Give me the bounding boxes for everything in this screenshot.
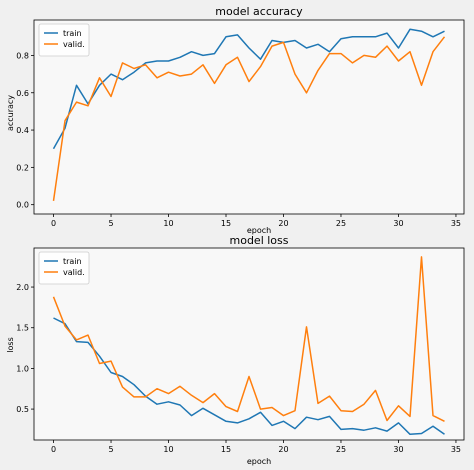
- accuracy-x-tick-label: 25: [336, 219, 346, 228]
- loss-y-tick-label: 2.0: [16, 283, 29, 292]
- loss-y-tick-label: 1.0: [16, 364, 29, 373]
- accuracy-valid-line: [52, 36, 446, 202]
- accuracy-x-tick-label: 20: [278, 219, 288, 228]
- loss-panel: model loss epoch loss 0 5 10 15 20 25 30 35 0.5 1…: [6, 234, 465, 466]
- accuracy-x-tick-label: 15: [221, 219, 231, 228]
- accuracy-y-tick-label: 0.0: [16, 201, 29, 210]
- accuracy-y-tick-label: 0.6: [16, 89, 29, 98]
- accuracy-plot-area: [33, 19, 465, 215]
- accuracy-x-tick-label: 30: [393, 219, 403, 228]
- loss-valid-line: [52, 256, 445, 422]
- loss-x-tick-label: 25: [336, 445, 346, 454]
- accuracy-train-line: [52, 28, 445, 150]
- accuracy-panel: model accuracy epoch accuracy 0 5 10 15 20 25…: [6, 5, 465, 235]
- accuracy-legend-label: train: [63, 29, 82, 38]
- loss-x-tick-label: 0: [51, 445, 56, 454]
- accuracy-x-tick-label: 10: [163, 219, 173, 228]
- loss-x-tick-label: 10: [163, 445, 173, 454]
- loss-y-axis-label: loss: [6, 337, 15, 352]
- accuracy-x-axis-label: epoch: [247, 226, 271, 235]
- loss-chart-title: model loss: [230, 234, 289, 247]
- loss-y-tick-label: 1.5: [16, 324, 29, 333]
- loss-x-axis-label: epoch: [247, 457, 271, 466]
- accuracy-legend: [38, 23, 90, 57]
- accuracy-legend-label: valid.: [63, 40, 85, 49]
- accuracy-y-tick-label: 0.2: [16, 163, 29, 172]
- accuracy-y-tick-label: 0.8: [16, 51, 29, 60]
- accuracy-chart-title: model accuracy: [215, 5, 303, 18]
- loss-x-tick-label: 20: [278, 445, 288, 454]
- accuracy-y-tick-label: 0.4: [16, 126, 29, 135]
- loss-plot-area: [33, 247, 465, 441]
- accuracy-x-tick-label: 35: [451, 219, 461, 228]
- accuracy-y-axis-label: accuracy: [6, 95, 15, 131]
- loss-x-tick-label: 15: [221, 445, 231, 454]
- accuracy-x-tick-label: 0: [51, 219, 56, 228]
- loss-train-line: [53, 317, 445, 436]
- loss-legend: [38, 251, 90, 285]
- loss-y-tick-label: 0.5: [16, 405, 29, 414]
- loss-x-tick-label: 5: [108, 445, 113, 454]
- loss-legend-label: valid.: [63, 268, 85, 277]
- loss-x-tick-label: 35: [451, 445, 461, 454]
- accuracy-x-tick-label: 5: [108, 219, 113, 228]
- loss-legend-label: train: [63, 257, 82, 266]
- loss-x-tick-label: 30: [393, 445, 403, 454]
